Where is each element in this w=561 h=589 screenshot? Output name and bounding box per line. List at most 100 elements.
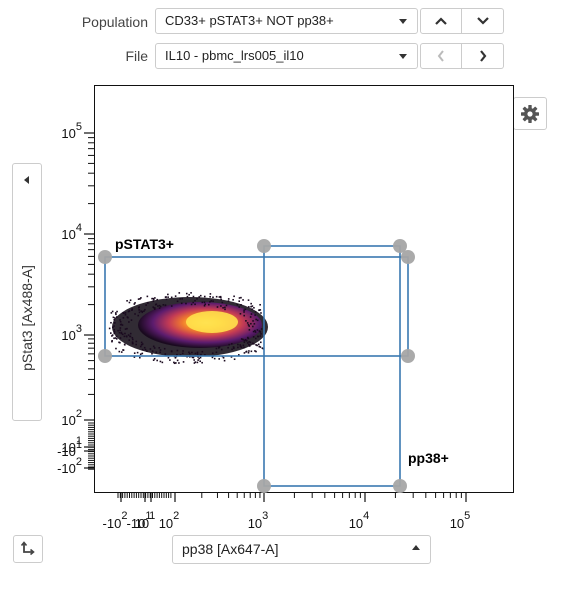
event-dot [222,307,224,309]
event-dot [256,329,259,331]
event-dot [194,303,196,306]
event-dot [239,312,242,315]
swap-axes-button[interactable] [13,535,43,563]
event-dot [169,359,171,361]
event-dot [111,310,114,313]
event-dot [258,345,261,348]
chevron-left-icon [437,50,444,62]
file-select[interactable]: IL10 - pbmc_lrs005_il10 [155,43,418,69]
event-dot [167,356,170,359]
event-dot [233,358,236,361]
event-dot [232,298,234,301]
y-tick-label: 104 [61,222,82,242]
event-dot [249,316,252,318]
event-dot [162,304,165,306]
event-dot [242,338,244,341]
event-dot [244,308,247,311]
event-dot [236,304,239,306]
event-dot [219,295,222,298]
event-dot [243,339,246,342]
event-dot [230,342,233,345]
event-dot [127,310,130,313]
event-dot [242,299,244,301]
event-dot [231,348,233,351]
event-dot [170,296,173,299]
event-dot [154,297,156,299]
event-dot [192,301,194,304]
density-cloud [112,297,268,357]
gate-label-pstat3: pSTAT3+ [115,236,174,252]
event-dot [129,332,132,335]
event-dot [159,349,162,351]
x-axis-select[interactable]: pp38 [Ax647-A] [172,535,431,564]
y-axis-select[interactable]: pStat3 [Ax488-A] [12,163,42,421]
event-dot [126,300,128,302]
event-dot [253,306,255,309]
event-dot [141,311,144,314]
event-dot [259,335,262,337]
event-dot [250,305,252,308]
gate-handle [393,239,407,253]
chevron-down-icon [399,54,407,59]
event-dot [252,325,254,328]
x-axis-label: pp38 [Ax647-A] [182,541,279,557]
gate-pp38[interactable] [263,245,401,487]
event-dot [179,354,182,356]
event-dot [114,312,117,314]
event-dot [128,310,131,312]
event-dot [121,333,124,336]
event-dot [124,332,126,335]
y-tick-label: -102 [57,456,82,476]
event-dot [145,304,147,306]
event-dot [220,348,223,351]
event-dot [115,313,117,316]
event-dot [158,307,161,309]
gate-handles[interactable] [98,239,415,493]
event-dot [126,327,128,330]
gate-pstat3[interactable] [104,256,409,357]
next-population-button[interactable] [462,8,504,34]
event-dot [198,296,201,298]
event-dot [137,314,140,317]
event-dot [178,292,181,294]
event-dot [225,304,228,307]
prev-file-button[interactable] [420,43,462,69]
x-tick-label: -102 [103,510,128,531]
event-dot [188,356,191,358]
event-dot [230,356,233,358]
prev-population-button[interactable] [420,8,462,34]
event-dot [152,306,155,308]
event-dot [131,341,134,343]
event-dot [196,351,199,354]
event-dot [151,297,153,300]
event-dot [227,346,229,349]
event-dot [243,346,245,349]
event-dot [260,333,262,335]
event-dot [211,356,214,359]
event-dot [118,341,120,344]
event-dot [120,332,123,335]
event-dot [136,351,139,354]
event-dot [116,310,118,313]
event-dot [243,352,246,354]
event-dot [120,331,123,334]
next-file-button[interactable] [462,43,504,69]
event-dot [254,337,257,340]
gate-handle [257,239,271,253]
event-dot [218,346,221,348]
event-dot [186,295,189,298]
event-dot [146,295,149,298]
population-select[interactable]: CD33+ pSTAT3+ NOT pp38+ [155,8,418,34]
event-dot [254,311,257,313]
event-dot [113,337,115,340]
x-tick-label: 104 [349,510,370,531]
gate-handle [257,479,271,493]
event-dot [256,319,259,322]
x-tick-label: 102 [159,510,180,531]
event-dot [250,350,253,353]
event-dot [185,292,188,295]
event-dot [247,351,250,354]
event-dot [138,306,140,308]
